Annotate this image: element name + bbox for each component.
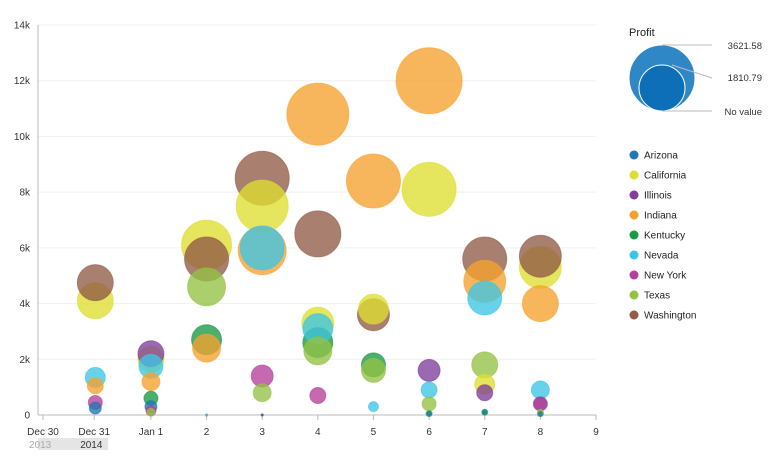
size-legend-leader [671,64,713,79]
size-legend-value: 3621.58 [728,41,762,52]
y-tick-label: 10k [14,132,31,143]
x-tick-label: 3 [259,427,265,438]
bubble-nevada [420,381,438,399]
bubble-indiana [192,333,222,363]
bubble-arizona [537,411,543,417]
bubble-indiana [286,82,350,146]
legend-swatch [629,170,639,180]
y-tick-label: 12k [14,76,31,87]
legend-label: Indiana [644,211,677,222]
y-tick-label: 0 [24,411,30,422]
bubble-arizona [88,401,102,415]
bubble-new-york [533,397,547,411]
x-tick-label: 7 [482,427,488,438]
bubble-nevada [530,380,550,400]
bubble-indiana [141,372,161,392]
bubble-indiana [86,377,104,395]
bubble-washington [294,210,342,258]
year-band [38,438,109,450]
bubble-nevada [205,413,209,417]
x-year-label: 2014 [80,440,103,451]
legend-swatch [629,190,639,200]
x-tick-label: 9 [593,427,599,438]
y-tick-label: 8k [19,188,31,199]
bubble-indiana [345,153,401,209]
x-tick-label: 5 [371,427,377,438]
bubble-texas [252,383,272,403]
legend-swatch [629,290,639,300]
legend-label: Kentucky [644,231,685,242]
bubble-arizona [482,409,488,415]
x-tick-label: Dec 30 [27,427,59,438]
x-tick-label: Dec 31 [78,427,110,438]
bubble-texas [187,267,227,307]
bubble-illinois [476,384,494,402]
bubble-nevada [367,401,379,413]
bubble-texas [146,407,156,417]
bubble-illinois [260,413,264,417]
legend-swatch [629,270,639,280]
bubble-california [357,293,389,325]
legend-label: Nevada [644,251,679,262]
bubble-indiana [521,285,559,323]
legend-swatch [629,230,639,240]
size-legend-small-circle [638,64,686,112]
size-legend-value: 1810.79 [728,73,762,84]
legend-label: Texas [644,291,670,302]
legend-swatch [629,310,639,320]
x-year-label: 2013 [29,440,52,451]
bubble-california [401,161,457,217]
legend-label: Washington [644,311,696,322]
x-tick-label: Jan 1 [139,427,164,438]
legend-swatch [629,210,639,220]
bubble-nevada [239,225,285,271]
bubble-texas [360,357,386,383]
bubble-illinois [417,358,441,382]
size-legend-title: Profit [629,27,655,39]
bubble-new-york [309,387,327,404]
bubble-texas [303,336,333,366]
legend-label: California [644,171,687,182]
x-tick-label: 6 [426,427,432,438]
bubble-texas [421,396,437,412]
legend-swatch [629,250,639,260]
x-tick-label: 8 [538,427,544,438]
bubble-arizona [426,411,432,417]
legend-label: Illinois [644,191,672,202]
legend-label: New York [644,271,687,282]
bubble-indiana [395,47,463,115]
y-tick-label: 2k [19,355,31,366]
bubble-washington [518,234,562,278]
y-tick-label: 14k [14,21,31,32]
legend-label: Arizona [644,151,678,162]
legend-swatch [629,150,639,160]
bubble-washington [76,264,114,302]
bubble-california [235,179,289,233]
bubble-nevada [467,280,503,316]
x-tick-label: 2 [204,427,210,438]
y-tick-label: 4k [19,299,31,310]
y-tick-label: 6k [19,243,31,254]
size-legend-no-value: No value [725,107,763,118]
x-tick-label: 4 [315,427,321,438]
